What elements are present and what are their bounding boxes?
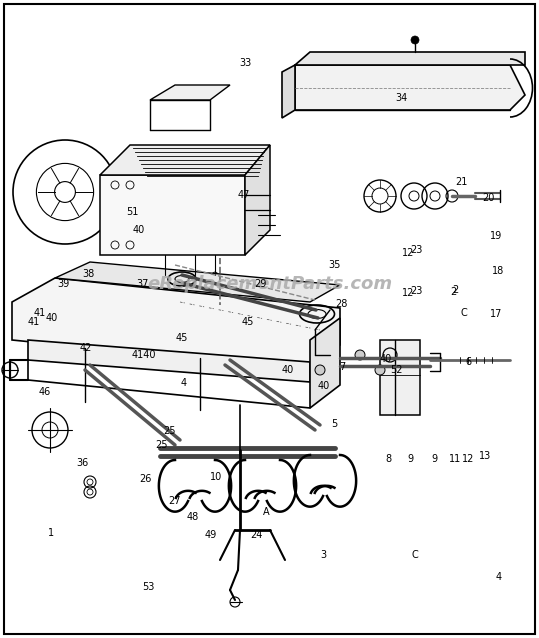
Polygon shape (295, 52, 525, 65)
Text: 12: 12 (403, 248, 414, 258)
Circle shape (375, 365, 385, 375)
Text: 36: 36 (77, 457, 88, 468)
Text: 25: 25 (163, 426, 176, 436)
Circle shape (355, 350, 365, 360)
Text: A: A (263, 507, 270, 517)
Text: 12: 12 (403, 288, 414, 299)
Text: 23: 23 (410, 286, 422, 296)
Text: 41: 41 (33, 308, 45, 318)
Text: 42: 42 (80, 343, 92, 353)
Text: 18: 18 (492, 265, 504, 276)
Text: 10: 10 (210, 472, 222, 482)
Text: 40: 40 (317, 381, 329, 391)
Text: 4: 4 (180, 378, 186, 388)
Text: 8: 8 (385, 454, 391, 464)
Text: 25: 25 (155, 440, 168, 450)
Text: 49: 49 (204, 530, 216, 540)
Polygon shape (28, 340, 310, 382)
Text: 48: 48 (187, 512, 199, 522)
Text: 39: 39 (58, 279, 70, 289)
Text: 38: 38 (83, 269, 95, 279)
Circle shape (162, 272, 168, 278)
Text: 2: 2 (451, 286, 457, 297)
Text: 11: 11 (450, 454, 461, 464)
Text: 40: 40 (45, 313, 57, 323)
Text: 35: 35 (328, 260, 340, 270)
Text: C: C (460, 308, 467, 318)
Text: 5: 5 (331, 419, 337, 429)
Circle shape (411, 36, 419, 44)
Polygon shape (282, 65, 295, 118)
Text: 9: 9 (407, 454, 414, 464)
Text: 33: 33 (240, 57, 252, 68)
Text: 37: 37 (137, 279, 149, 289)
Text: 7: 7 (339, 362, 345, 372)
Text: 45: 45 (242, 317, 254, 327)
Text: 4: 4 (495, 572, 502, 582)
Text: 26: 26 (140, 473, 151, 484)
Text: 17: 17 (490, 309, 502, 319)
Polygon shape (310, 318, 340, 408)
Text: 4140: 4140 (132, 350, 156, 360)
Polygon shape (245, 145, 270, 255)
Text: 9: 9 (431, 454, 438, 464)
Text: eReplacementParts.com: eReplacementParts.com (147, 275, 392, 293)
Polygon shape (100, 175, 245, 255)
Circle shape (315, 365, 325, 375)
Text: 47: 47 (238, 189, 250, 200)
Circle shape (212, 272, 218, 278)
Polygon shape (100, 145, 270, 175)
Text: 45: 45 (176, 333, 188, 343)
Text: 1: 1 (48, 528, 54, 538)
Polygon shape (150, 85, 230, 100)
Text: 41: 41 (28, 316, 40, 327)
Text: 51: 51 (126, 207, 138, 218)
Text: 23: 23 (411, 245, 423, 255)
Text: 52: 52 (390, 365, 403, 375)
Text: 34: 34 (396, 93, 407, 103)
Text: 3: 3 (320, 550, 327, 560)
Text: 2: 2 (452, 285, 459, 295)
Text: 40: 40 (379, 353, 391, 364)
Text: 13: 13 (479, 451, 491, 461)
Circle shape (192, 272, 198, 278)
Text: 6: 6 (466, 357, 472, 367)
Text: 40: 40 (133, 225, 145, 235)
Text: 19: 19 (490, 231, 502, 241)
Polygon shape (55, 262, 340, 302)
Polygon shape (380, 340, 420, 415)
Text: 12: 12 (462, 454, 474, 464)
Text: 24: 24 (250, 530, 262, 540)
Text: 40: 40 (282, 365, 294, 375)
Text: 53: 53 (142, 582, 154, 592)
Text: 46: 46 (38, 387, 50, 397)
Text: 29: 29 (255, 279, 267, 289)
Text: C: C (412, 550, 418, 560)
Text: 20: 20 (482, 193, 494, 203)
Polygon shape (12, 278, 340, 370)
Text: 27: 27 (168, 496, 181, 506)
Text: 21: 21 (456, 177, 468, 187)
Polygon shape (295, 65, 525, 110)
Text: 28: 28 (336, 299, 348, 309)
